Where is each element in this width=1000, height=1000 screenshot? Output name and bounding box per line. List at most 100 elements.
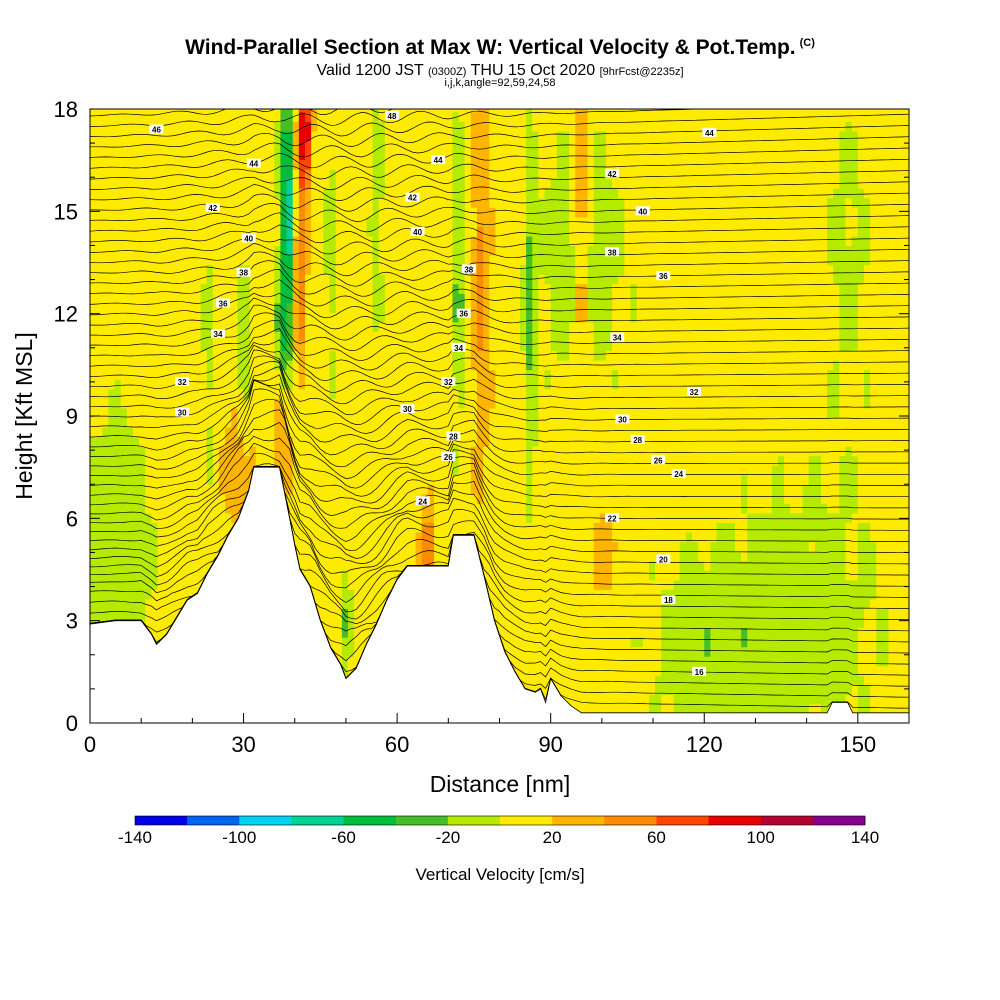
velocity-cell [483,283,490,294]
velocity-cell [519,503,527,514]
velocity-cell [403,388,411,399]
velocity-cell [108,312,116,323]
velocity-cell [194,541,202,552]
velocity-cell [133,379,140,390]
velocity-cell [151,465,159,476]
velocity-cell [489,216,496,227]
velocity-cell [390,541,398,552]
velocity-cell [384,235,392,247]
velocity-cell [421,551,429,562]
velocity-cell [378,455,386,466]
velocity-cell [218,178,226,189]
velocity-cell [409,130,417,141]
velocity-cell [231,207,239,218]
velocity-cell [556,646,564,657]
velocity-cell [323,149,331,161]
velocity-cell [366,493,374,504]
velocity-cell [532,264,539,275]
velocity-cell [489,255,496,266]
velocity-cell [470,474,478,485]
velocity-cell [120,493,128,504]
velocity-cell [464,522,472,533]
velocity-cell [427,503,435,514]
velocity-cell [274,321,282,332]
velocity-cell [452,235,460,247]
velocity-cell [145,522,153,533]
velocity-cell [483,398,490,409]
velocity-cell [519,255,527,266]
velocity-cell [120,321,128,332]
velocity-cell [513,312,521,323]
velocity-cell [120,426,128,438]
velocity-cell [286,417,294,428]
velocity-cell [133,570,140,581]
velocity-cell [102,283,110,294]
velocity-cell [323,474,331,485]
velocity-cell [157,255,165,266]
velocity-cell [372,226,380,237]
velocity-cell [403,197,411,208]
velocity-cell [452,159,460,170]
velocity-cell [532,407,539,418]
velocity-cell [133,197,140,208]
velocity-cell [120,398,128,409]
velocity-cell [513,274,521,285]
velocity-cell [243,130,251,141]
velocity-cell [519,149,527,161]
velocity-cell [108,245,116,256]
velocity-cell [507,637,515,648]
velocity-cell [163,283,171,294]
velocity-cell [341,570,349,581]
velocity-cell [354,159,361,170]
velocity-cell [489,159,496,170]
velocity-cell [194,407,202,418]
velocity-cell [446,541,454,552]
velocity-cell [409,417,417,428]
velocity-cell [145,274,153,285]
velocity-cell [341,274,349,285]
velocity-cell [476,159,484,170]
velocity-cell [102,169,110,180]
velocity-cell [169,398,177,409]
velocity-cell [489,178,496,189]
velocity-cell [96,360,103,371]
velocity-cell [96,340,103,352]
velocity-cell [366,426,374,438]
chart-title-text: Wind-Parallel Section at Max W: Vertical… [185,36,796,59]
velocity-cell [378,531,386,543]
velocity-cell [384,197,392,208]
velocity-cell [403,121,411,132]
velocity-cell [354,216,361,227]
velocity-cell [360,130,368,141]
velocity-cell [139,293,146,304]
velocity-cell [120,484,128,495]
velocity-cell [421,245,429,256]
velocity-cell [550,484,558,495]
velocity-cell [225,274,232,285]
velocity-cell [274,293,282,304]
velocity-cell [378,541,386,552]
velocity-cell [176,207,183,218]
velocity-cell [139,493,146,504]
velocity-cell [354,446,361,457]
velocity-cell [163,617,171,629]
velocity-cell [372,493,380,504]
velocity-cell [169,512,177,524]
chart-subtitle: Valid 1200 JST (0300Z) THU 15 Oct 2020 [… [0,62,1000,80]
velocity-cell [440,302,447,313]
velocity-cell [102,245,110,256]
velocity-cell [237,369,245,380]
velocity-cell [188,159,196,170]
velocity-cell [354,283,361,294]
velocity-cell [151,207,159,218]
velocity-cell [458,360,466,371]
velocity-cell [550,109,558,113]
velocity-cell [470,293,478,304]
velocity-cell [108,407,116,418]
velocity-cell [409,207,417,218]
velocity-cell [347,274,355,285]
velocity-cell [194,159,202,170]
velocity-cell [495,522,503,533]
velocity-cell [268,302,275,313]
velocity-cell [249,245,257,256]
